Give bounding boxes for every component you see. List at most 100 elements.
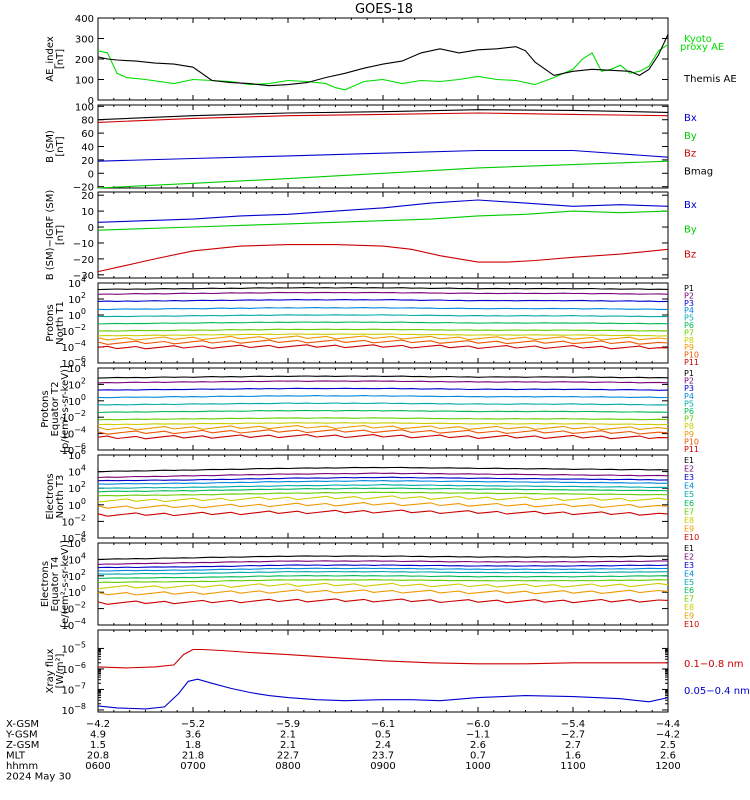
row-value: 2.6	[470, 740, 486, 751]
y-axis-label: [nT]	[55, 49, 66, 69]
y-tick-exponent: 4	[81, 464, 86, 473]
y-tick-label: 102	[68, 291, 86, 306]
series-line-p10	[97, 429, 669, 435]
row-value: −2.7	[561, 730, 585, 741]
y-axis-label: [nT]	[55, 225, 66, 245]
legend-label: E6	[684, 586, 694, 595]
legend-label: P6	[684, 321, 694, 330]
y-tick-label: 100	[68, 584, 86, 599]
legend-label: P8	[684, 336, 694, 345]
row-label: Z-GSM	[6, 740, 39, 751]
y-tick-exponent: 2	[81, 480, 86, 489]
legend-label: E5	[684, 578, 694, 587]
y-tick-label: 10−4	[61, 426, 86, 441]
y-tick-base: 10	[68, 364, 81, 375]
row-value: −5.2	[181, 719, 205, 730]
row-label: hhmm	[6, 761, 38, 772]
y-axis-label: North T1	[55, 301, 66, 345]
row-value: −4.2	[656, 730, 680, 741]
legend-label: 0.1−0.8 nm	[684, 659, 743, 670]
panel-1: 100 80 60 40 20 0 −20 B (SM) [nT] Bx By Bz Bmag	[45, 102, 713, 193]
figure-title: GOES-18	[355, 2, 413, 17]
y-tick-base: 10	[68, 588, 81, 599]
y-tick-exponent: −2	[74, 323, 86, 332]
series-line-by	[97, 160, 669, 189]
y-tick-exponent: −6	[74, 442, 86, 451]
y-tick-exponent: −2	[74, 601, 86, 610]
y-tick-base: 10	[61, 430, 74, 441]
legend-label: E5	[684, 490, 694, 499]
y-tick-label: 10−7	[61, 681, 86, 696]
row-value: −6.1	[371, 719, 395, 730]
row-value: 1100	[560, 761, 585, 772]
y-tick-label: 10	[81, 207, 94, 218]
y-tick-exponent: −7	[74, 681, 86, 690]
y-tick-label: 10−8	[61, 702, 86, 717]
y-tick-base: 10	[68, 295, 81, 306]
y-tick-label: 200	[75, 55, 94, 66]
series-line-by	[97, 210, 669, 231]
y-tick-label: 10−4	[61, 617, 86, 632]
legend-label: Bz	[684, 149, 696, 160]
y-axis-label: Xray flux	[45, 649, 56, 694]
panel-2: 20 10 0 −10 −20 −30 B (SM)−IGRF (SM) [nT] Bx By Bz	[45, 190, 697, 282]
y-tick-exponent: 4	[81, 360, 86, 369]
y-tick-exponent: −4	[74, 426, 86, 435]
y-tick-base: 10	[68, 501, 81, 512]
series-line-0-1-0-8-nm	[97, 648, 668, 669]
legend-label: P5	[684, 399, 694, 408]
legend-label: P4	[684, 392, 694, 401]
series-line-e7	[97, 579, 669, 584]
row-value: 3.6	[185, 730, 201, 741]
row-value: 2.1	[280, 730, 296, 741]
y-tick-label: 300	[75, 35, 94, 46]
y-tick-exponent: −4	[74, 617, 86, 626]
legend-label: E2	[684, 465, 694, 474]
legend-label: P9	[684, 343, 694, 352]
y-tick-base: 10	[61, 621, 74, 632]
y-tick-exponent: −8	[74, 702, 86, 711]
y-tick-exponent: 2	[81, 568, 86, 577]
series-line-e6	[97, 575, 668, 580]
legend-label: P5	[684, 314, 694, 323]
row-value: 2.6	[660, 751, 676, 762]
y-tick-base: 10	[61, 517, 74, 528]
series-line-p1	[97, 375, 669, 379]
series-line-e1	[97, 555, 668, 561]
series-line-p10	[97, 339, 669, 345]
legend-label: E1	[684, 456, 694, 465]
y-tick-exponent: 2	[81, 291, 86, 300]
y-tick-base: 10	[68, 539, 81, 550]
row-label: X-GSM	[6, 719, 39, 730]
y-tick-exponent: 0	[81, 393, 86, 402]
legend-label: P11	[684, 358, 699, 367]
series-line-bx	[97, 199, 669, 223]
legend-label: P1	[684, 369, 694, 378]
y-tick-label: 10−4	[61, 530, 86, 545]
y-tick-label: 10−2	[61, 513, 86, 528]
row-value: 4.9	[90, 730, 106, 741]
series-line-bz	[97, 112, 669, 123]
y-tick-base: 10	[68, 484, 81, 495]
legend-label: P6	[684, 407, 694, 416]
y-tick-base: 10	[68, 451, 81, 462]
y-tick-base: 10	[61, 644, 74, 655]
series-line-e4	[97, 567, 669, 572]
y-axis-label: B (SM)	[45, 130, 56, 163]
y-axis-label: North T3	[55, 475, 66, 519]
y-tick-base: 10	[61, 605, 74, 616]
y-tick-exponent: −2	[74, 409, 86, 418]
y-tick-base: 10	[68, 311, 81, 322]
series-line-e1	[97, 466, 669, 473]
y-tick-base: 10	[68, 279, 81, 290]
y-tick-base: 10	[61, 343, 74, 354]
row-value: 21.8	[182, 751, 204, 762]
panel-frame	[97, 104, 669, 189]
row-value: 0800	[275, 761, 300, 772]
legend-label: P10	[684, 351, 699, 360]
date-label: 2024 May 30	[6, 772, 71, 783]
